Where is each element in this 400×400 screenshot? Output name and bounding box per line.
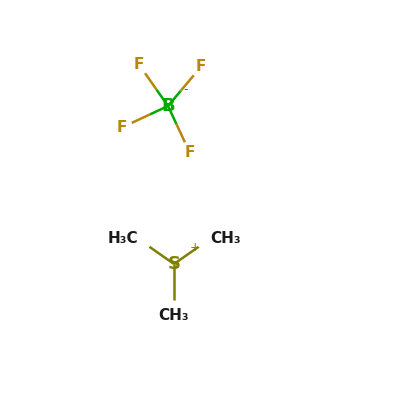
Text: H₃C: H₃C bbox=[107, 231, 138, 246]
Text: F: F bbox=[196, 59, 206, 74]
Text: F: F bbox=[134, 56, 144, 72]
Text: F: F bbox=[184, 145, 195, 160]
Text: +: + bbox=[190, 240, 201, 254]
Text: B: B bbox=[161, 97, 175, 115]
Text: S: S bbox=[168, 255, 180, 273]
Text: F: F bbox=[116, 120, 127, 135]
Text: CH₃: CH₃ bbox=[159, 308, 189, 323]
Text: CH₃: CH₃ bbox=[210, 231, 241, 246]
Text: -: - bbox=[183, 83, 188, 96]
